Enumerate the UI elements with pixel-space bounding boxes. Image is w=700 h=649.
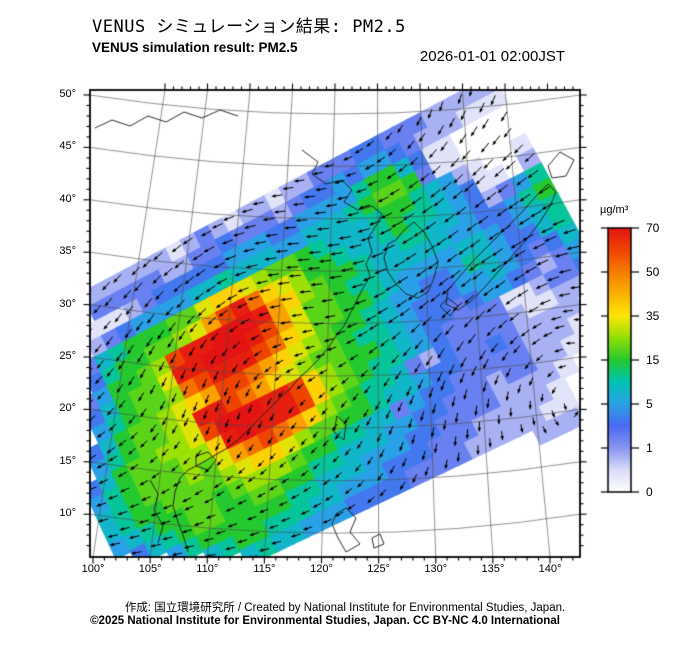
lat-tick-label: 10° [59, 507, 76, 520]
page-title-ja: VENUS シミュレーション結果: PM2.5 [92, 17, 406, 37]
lon-tick-label: 115° [253, 563, 276, 575]
colorbar-tick-label: 50 [646, 265, 660, 279]
lat-tick-label: 30° [59, 297, 76, 310]
colorbar-tick-label: 0 [646, 485, 653, 499]
lat-tick-label: 35° [59, 245, 76, 258]
lon-tick-label: 120° [310, 563, 333, 575]
colorbar-tick-label: 70 [646, 221, 660, 235]
lon-tick-label: 135° [481, 563, 505, 575]
lon-tick-label: 130° [424, 563, 448, 575]
lon-tick-label: 140° [538, 563, 562, 575]
lon-tick-label: 100° [81, 563, 105, 575]
lon-tick-label: 125° [367, 563, 390, 575]
lon-tick-label: 105° [138, 563, 162, 575]
lat-tick-label: 25° [59, 350, 76, 362]
lat-tick-label: 20° [59, 402, 76, 415]
credit-line: 作成: 国立環境研究所 / Created by National Instit… [124, 602, 566, 614]
colorbar-tick-label: 1 [646, 441, 653, 455]
license-line: ©2025 National Institute for Environment… [90, 615, 560, 627]
colorbar-tick-label: 15 [646, 353, 660, 367]
lat-tick-label: 15° [59, 454, 76, 467]
timestamp: 2026-01-01 02:00JST [419, 48, 565, 65]
lat-tick-label: 45° [59, 140, 76, 153]
lon-tick-label: 110° [196, 563, 219, 575]
colorbar-tick-label: 5 [646, 397, 653, 411]
lat-tick-label: 50° [59, 88, 76, 100]
colorbar-unit-label: µg/m³ [600, 204, 629, 216]
page-title-en: VENUS simulation result: PM2.5 [92, 40, 298, 55]
colorbar-tick-label: 35 [646, 309, 660, 323]
lat-tick-label: 40° [59, 192, 76, 205]
